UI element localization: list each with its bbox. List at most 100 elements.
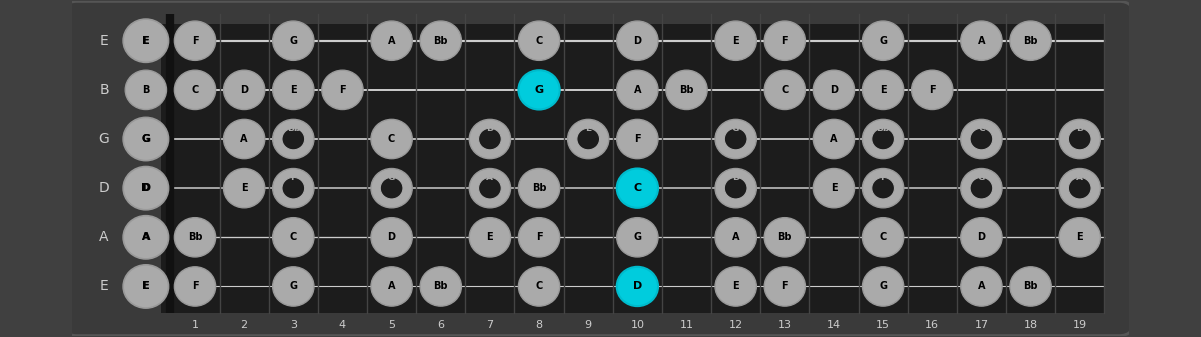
- Ellipse shape: [223, 168, 264, 208]
- Ellipse shape: [961, 119, 1002, 159]
- Ellipse shape: [764, 218, 806, 257]
- Ellipse shape: [764, 267, 806, 306]
- Ellipse shape: [862, 119, 904, 159]
- Ellipse shape: [1010, 21, 1051, 60]
- Text: C: C: [536, 281, 543, 292]
- Text: G: G: [142, 134, 150, 144]
- Text: 9: 9: [585, 320, 592, 330]
- Ellipse shape: [961, 168, 1002, 208]
- Text: F: F: [192, 36, 198, 46]
- Text: 17: 17: [974, 320, 988, 330]
- Text: 3: 3: [289, 320, 297, 330]
- Ellipse shape: [764, 21, 806, 60]
- Ellipse shape: [478, 177, 501, 199]
- Text: F: F: [928, 85, 936, 95]
- Ellipse shape: [223, 70, 264, 110]
- Text: 14: 14: [827, 320, 841, 330]
- Ellipse shape: [371, 21, 412, 60]
- Text: E: E: [142, 281, 150, 292]
- Ellipse shape: [125, 218, 167, 257]
- Text: 10: 10: [631, 320, 645, 330]
- Text: G: G: [879, 281, 888, 292]
- Text: 8: 8: [536, 320, 543, 330]
- Text: E: E: [733, 281, 739, 292]
- Text: E: E: [142, 36, 150, 46]
- Text: E: E: [100, 34, 108, 48]
- Ellipse shape: [124, 117, 168, 161]
- Text: F: F: [291, 173, 297, 182]
- Text: 6: 6: [437, 320, 444, 330]
- Text: E: E: [1076, 232, 1083, 242]
- Ellipse shape: [764, 70, 806, 110]
- Text: A: A: [100, 230, 109, 244]
- Ellipse shape: [124, 265, 168, 308]
- Text: F: F: [880, 173, 886, 182]
- Ellipse shape: [273, 119, 313, 159]
- Ellipse shape: [617, 267, 658, 306]
- Ellipse shape: [273, 218, 313, 257]
- Ellipse shape: [174, 21, 216, 60]
- Text: A: A: [634, 85, 641, 95]
- Text: G: G: [731, 124, 740, 133]
- Text: 11: 11: [680, 320, 693, 330]
- Text: D: D: [731, 173, 740, 182]
- Text: A: A: [731, 232, 740, 242]
- Text: Bb: Bb: [434, 281, 448, 292]
- Text: D: D: [633, 281, 643, 292]
- Text: C: C: [289, 232, 297, 242]
- Text: G: G: [978, 173, 985, 182]
- Ellipse shape: [125, 21, 167, 60]
- Ellipse shape: [519, 70, 560, 110]
- Text: 5: 5: [388, 320, 395, 330]
- Text: F: F: [634, 134, 640, 144]
- Ellipse shape: [282, 128, 305, 150]
- Ellipse shape: [862, 218, 904, 257]
- Text: E: E: [289, 85, 297, 95]
- Text: E: E: [486, 232, 494, 242]
- Ellipse shape: [715, 267, 757, 306]
- Ellipse shape: [724, 177, 747, 199]
- Ellipse shape: [617, 119, 658, 159]
- Text: C: C: [978, 124, 985, 133]
- Text: A: A: [978, 36, 985, 46]
- Text: A: A: [388, 36, 395, 46]
- Ellipse shape: [478, 128, 501, 150]
- Text: A: A: [830, 134, 838, 144]
- Text: Bb: Bb: [680, 85, 694, 95]
- Bar: [161, 24, 1104, 313]
- Ellipse shape: [125, 168, 167, 208]
- Text: D: D: [98, 181, 109, 195]
- Text: G: G: [534, 85, 544, 95]
- Ellipse shape: [576, 128, 599, 150]
- Text: A: A: [240, 134, 247, 144]
- Ellipse shape: [1069, 128, 1091, 150]
- Ellipse shape: [715, 168, 757, 208]
- Text: A: A: [142, 232, 150, 242]
- Ellipse shape: [371, 267, 412, 306]
- Text: C: C: [536, 36, 543, 46]
- Ellipse shape: [813, 70, 855, 110]
- Text: Bb: Bb: [434, 36, 448, 46]
- Text: 7: 7: [486, 320, 494, 330]
- Ellipse shape: [125, 119, 167, 159]
- Text: Bb: Bb: [777, 232, 793, 242]
- Text: G: G: [289, 36, 298, 46]
- Ellipse shape: [124, 166, 168, 210]
- Ellipse shape: [125, 70, 167, 110]
- Text: C: C: [781, 85, 788, 95]
- Text: E: E: [100, 279, 108, 294]
- Text: 19: 19: [1072, 320, 1087, 330]
- Ellipse shape: [1059, 119, 1100, 159]
- Text: F: F: [782, 36, 788, 46]
- Ellipse shape: [371, 168, 412, 208]
- Ellipse shape: [322, 70, 363, 110]
- Text: D: D: [240, 85, 249, 95]
- Ellipse shape: [617, 168, 658, 208]
- Ellipse shape: [617, 218, 658, 257]
- Text: 16: 16: [925, 320, 939, 330]
- Text: G: G: [633, 232, 641, 242]
- Text: C: C: [191, 85, 198, 95]
- Ellipse shape: [1059, 168, 1100, 208]
- Ellipse shape: [872, 128, 895, 150]
- Text: F: F: [536, 232, 543, 242]
